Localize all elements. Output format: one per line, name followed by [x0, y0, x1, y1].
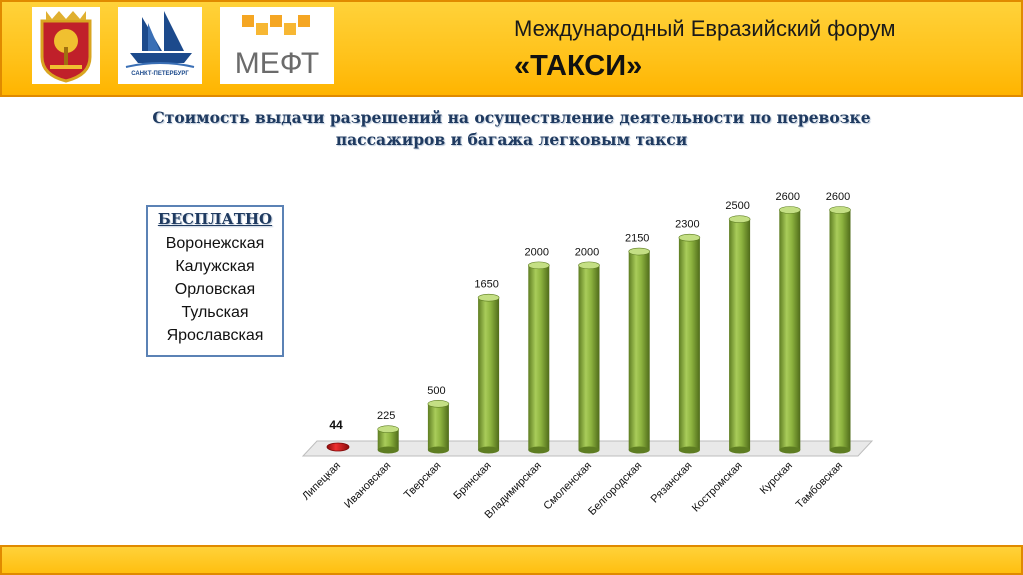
- data-label-2: 500: [427, 385, 445, 397]
- data-label-7: 2300: [675, 219, 699, 231]
- free-region-item: Калужская: [175, 258, 255, 275]
- category-label-7: Рязанская: [649, 460, 695, 506]
- category-label-10: Тамбовская: [794, 460, 845, 511]
- bar-0: [326, 442, 350, 452]
- category-labels-group: Липецкая Ивановская Тверская БрянскаяВладим…: [300, 460, 845, 521]
- coat-of-arms-icon: [32, 7, 100, 84]
- data-label-9: 2600: [776, 191, 800, 203]
- data-label-0: 44: [329, 418, 343, 432]
- data-label-6: 2150: [625, 233, 649, 245]
- bar-8: [728, 215, 751, 454]
- free-regions-box: БЕСПЛАТНО Воронежская Калужская Орловска…: [146, 205, 284, 357]
- bar-3: [477, 293, 500, 454]
- chart-title: Стоимость выдачи разрешений на осуществл…: [152, 108, 871, 149]
- data-label-3: 1650: [474, 279, 498, 291]
- meft-logo-text: МЕФТ: [235, 47, 319, 80]
- bar-7: [678, 233, 701, 454]
- bars-group: [326, 206, 851, 454]
- category-label-1: Ивановская: [342, 460, 393, 511]
- logo-caption: САНКТ-ПЕТЕРБУРГ: [131, 71, 189, 77]
- meft-logo: МЕФТ: [220, 7, 334, 84]
- data-label-8: 2500: [725, 200, 749, 212]
- bar-10: [829, 206, 851, 454]
- footer-bar: [0, 545, 1023, 575]
- category-label-9: Курская: [758, 460, 795, 497]
- data-label-4: 2000: [525, 246, 549, 258]
- free-region-item: Воронежская: [165, 235, 265, 252]
- bar-6: [628, 247, 651, 454]
- bar-9: [778, 206, 801, 454]
- bar-1: [377, 425, 400, 454]
- data-label-1: 225: [377, 410, 395, 422]
- free-region-item: Ярославская: [166, 327, 264, 344]
- category-label-0: Липецкая: [300, 460, 343, 503]
- data-label-5: 2000: [575, 246, 599, 258]
- free-region-item: Орловская: [174, 281, 256, 298]
- free-region-item: Тульская: [181, 304, 249, 321]
- category-label-5: Смоленская: [541, 460, 594, 513]
- data-labels-group: 44 225 500 1650 2000 2000 2150 2300 2500 2600 2600: [329, 191, 850, 432]
- free-regions-title: БЕСПЛАТНО: [157, 210, 273, 228]
- forum-subtitle: «ТАКСИ»: [514, 50, 643, 82]
- category-label-3: Брянская: [451, 460, 493, 502]
- category-label-6: Белгородская: [586, 460, 644, 518]
- header-bar: САНКТ-ПЕТЕРБУРГ МЕФТ Международный Евраз…: [0, 0, 1023, 97]
- category-label-8: Костромская: [690, 460, 745, 515]
- forum-title: Международный Евразийский форум: [514, 16, 896, 41]
- category-label-2: Тверская: [402, 460, 444, 502]
- saint-petersburg-ship-logo: САНКТ-ПЕТЕРБУРГ: [118, 7, 202, 84]
- bar-2: [427, 400, 450, 454]
- free-regions-list: Воронежская Калужская Орловская Тульская…: [148, 232, 282, 347]
- data-label-10: 2600: [826, 191, 850, 203]
- bar-5: [578, 261, 600, 454]
- bar-4: [527, 261, 550, 454]
